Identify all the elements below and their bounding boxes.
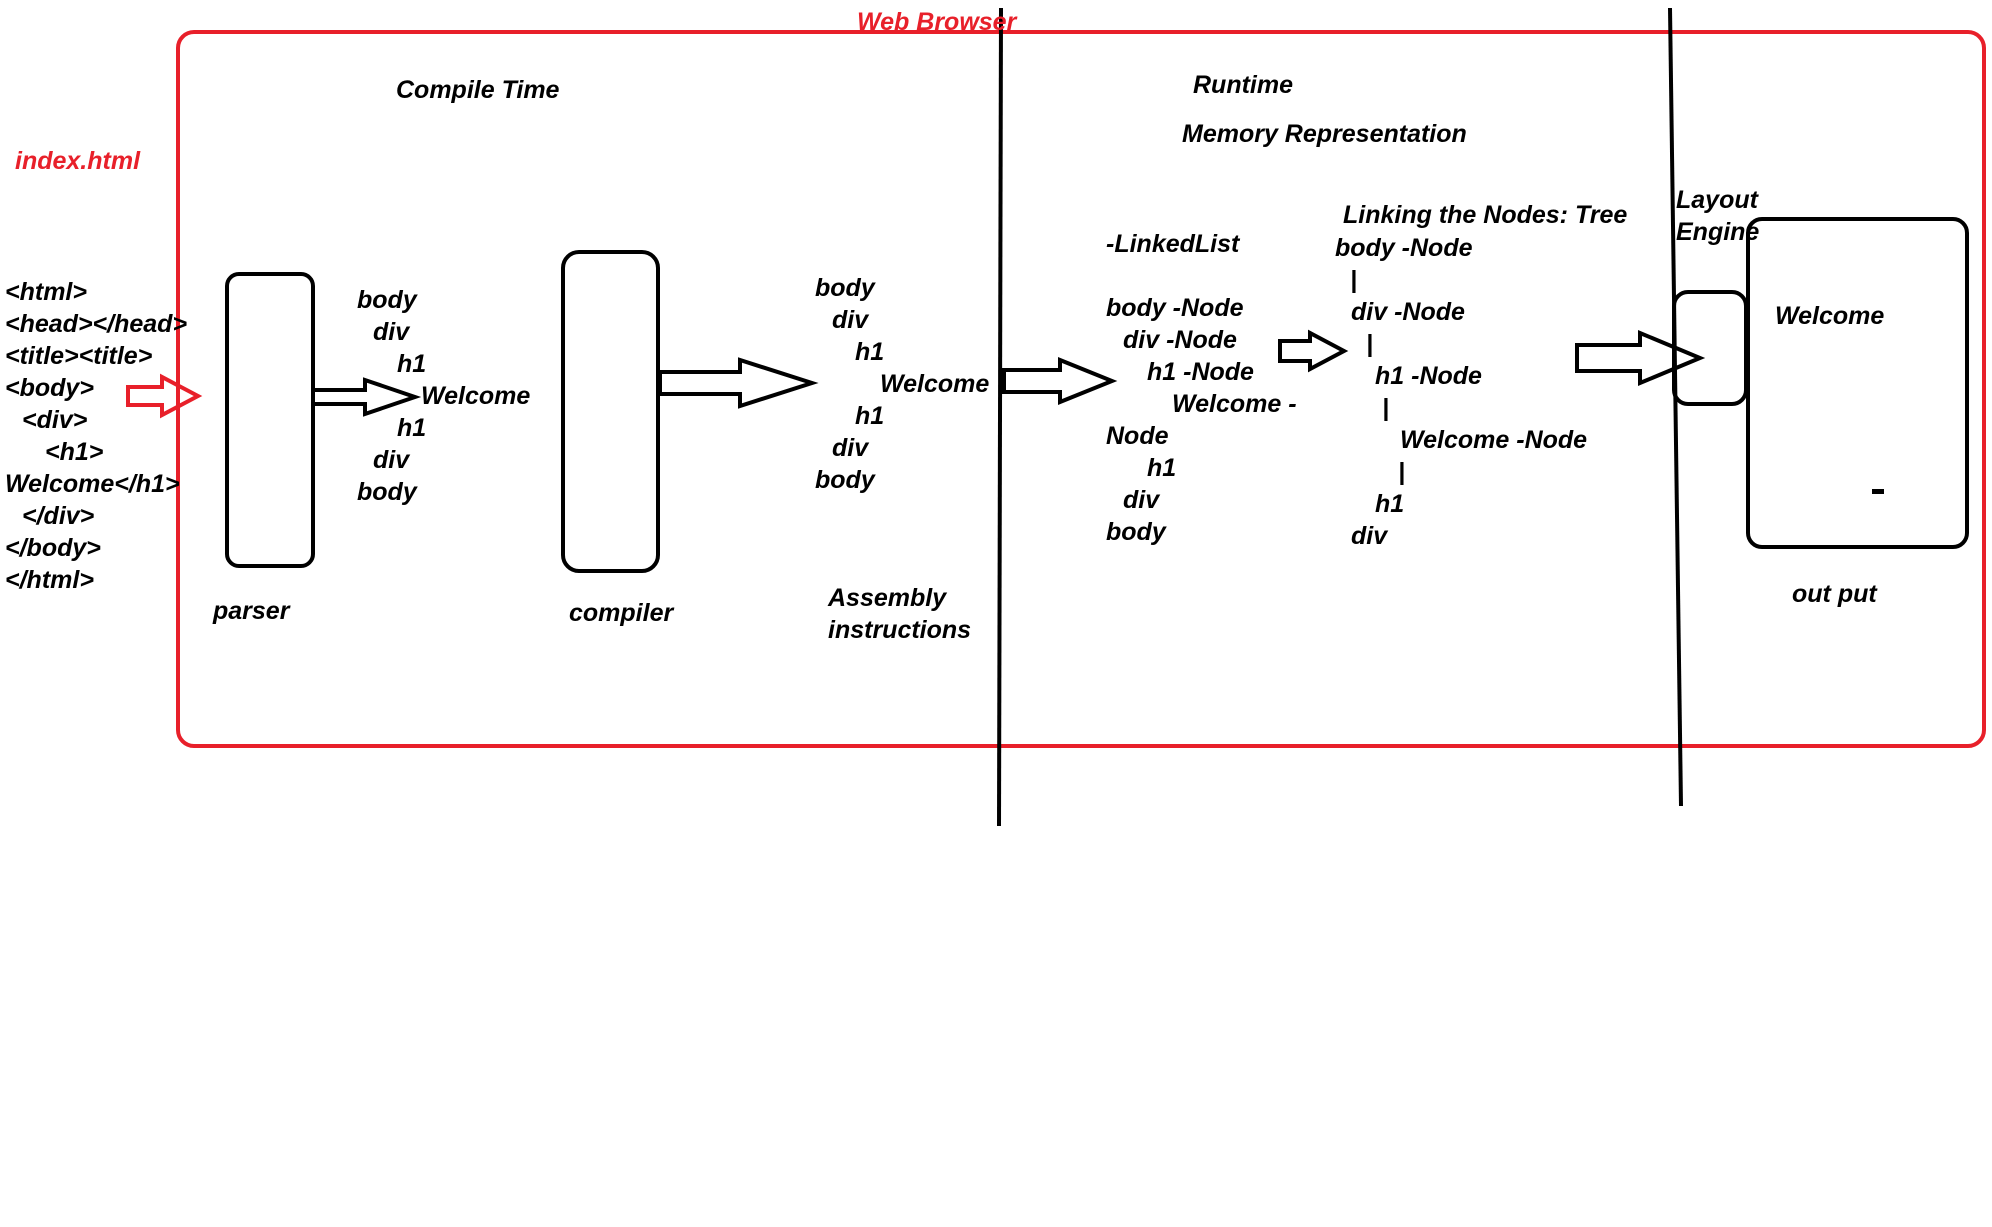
layout-engine-label: Layout bbox=[1676, 186, 1760, 214]
tree-items: body -Node | div -Node | h1 -Node | Welc… bbox=[1335, 234, 1587, 550]
source-line: <div> bbox=[22, 406, 88, 434]
tree-item: div bbox=[1351, 522, 1389, 550]
source-line: </html> bbox=[5, 566, 94, 594]
output-box bbox=[1746, 217, 1969, 549]
compiler-output-item: body bbox=[815, 274, 876, 302]
linkedlist-label: -LinkedList bbox=[1106, 230, 1241, 258]
tree-item: h1 bbox=[1375, 490, 1404, 518]
tree-item: h1 -Node bbox=[1375, 362, 1482, 390]
parser-output-item: h1 bbox=[397, 414, 426, 442]
linkedlist-item: Node bbox=[1106, 422, 1169, 450]
parser-output-item: h1 bbox=[397, 350, 426, 378]
tree-item: body -Node bbox=[1335, 234, 1473, 262]
compiler-output-item: div bbox=[832, 434, 870, 462]
linkedlist-item: body -Node bbox=[1106, 294, 1244, 322]
source-line: </div> bbox=[22, 502, 95, 530]
web-browser-label: Web Browser bbox=[857, 8, 1018, 36]
output-label: out put bbox=[1792, 580, 1878, 608]
tree-item: div -Node bbox=[1351, 298, 1465, 326]
tree-connector: | bbox=[1366, 330, 1373, 358]
compiler-output-item: body bbox=[815, 466, 876, 494]
assembly-label: Assembly bbox=[827, 584, 947, 612]
linkedlist-item: div bbox=[1123, 486, 1161, 514]
runtime-layout-divider bbox=[1668, 7, 1683, 807]
input-arrow bbox=[126, 373, 203, 419]
linkedlist-items: body -Node div -Node h1 -Node Welcome - … bbox=[1106, 294, 1297, 546]
compiler-output-item: div bbox=[832, 306, 870, 334]
compile-runtime-divider bbox=[997, 7, 1003, 827]
compiler-label: compiler bbox=[569, 599, 674, 627]
linkedlist-item: div -Node bbox=[1123, 326, 1237, 354]
compiler-output-item: h1 bbox=[855, 338, 884, 366]
parser-label: parser bbox=[212, 597, 291, 625]
compiler-arrow bbox=[658, 357, 819, 409]
linkedlist-item: h1 -Node bbox=[1147, 358, 1254, 386]
compiler-output: body div h1 Welcome h1 div body bbox=[815, 274, 989, 494]
parser-box bbox=[225, 272, 315, 568]
output-welcome-text: Welcome bbox=[1775, 302, 1884, 330]
memory-representation-label: Memory Representation bbox=[1182, 120, 1467, 148]
source-line: Welcome</h1> bbox=[5, 470, 180, 498]
parser-output-item: div bbox=[373, 446, 411, 474]
linkedlist-item: Welcome - bbox=[1172, 390, 1297, 418]
parser-output-item: body bbox=[357, 286, 418, 314]
source-code-block: <html> <head></head> <title><title> <bod… bbox=[5, 278, 187, 594]
source-line: <html> bbox=[5, 278, 87, 306]
linkedlist-item: body bbox=[1106, 518, 1167, 546]
linkedlist-tree-arrow bbox=[1278, 329, 1349, 373]
parser-output: body div h1 Welcome h1 div body bbox=[357, 286, 530, 506]
source-line: <h1> bbox=[45, 438, 104, 466]
tree-label: Linking the Nodes: Tree bbox=[1343, 201, 1627, 229]
tree-item: Welcome -Node bbox=[1400, 426, 1587, 454]
layout-arrow bbox=[1575, 330, 1706, 386]
tree-connector: | bbox=[1350, 266, 1357, 294]
parser-arrow bbox=[311, 377, 422, 417]
parser-output-item: body bbox=[357, 478, 418, 506]
layout-engine-box bbox=[1672, 290, 1748, 406]
linkedlist-item: h1 bbox=[1147, 454, 1176, 482]
parser-output-item: div bbox=[373, 318, 411, 346]
source-line: <body> bbox=[5, 374, 94, 402]
source-line: </body> bbox=[5, 534, 101, 562]
runtime-label: Runtime bbox=[1193, 71, 1293, 99]
index-html-label: index.html bbox=[15, 147, 141, 175]
compiler-box bbox=[561, 250, 660, 573]
runtime-arrow bbox=[1002, 357, 1118, 405]
output-dash-mark bbox=[1872, 489, 1884, 494]
tree-connector: | bbox=[1398, 458, 1405, 486]
compiler-output-item: Welcome bbox=[880, 370, 989, 398]
compile-time-label: Compile Time bbox=[396, 76, 560, 104]
web-browser-frame bbox=[176, 30, 1986, 748]
source-line: <title><title> bbox=[5, 342, 153, 370]
compiler-output-item: h1 bbox=[855, 402, 884, 430]
tree-connector: | bbox=[1382, 394, 1389, 422]
source-line: <head></head> bbox=[5, 310, 187, 338]
assembly-label: instructions bbox=[828, 616, 971, 644]
parser-output-item: Welcome bbox=[421, 382, 530, 410]
layout-engine-label: Engine bbox=[1676, 218, 1759, 246]
